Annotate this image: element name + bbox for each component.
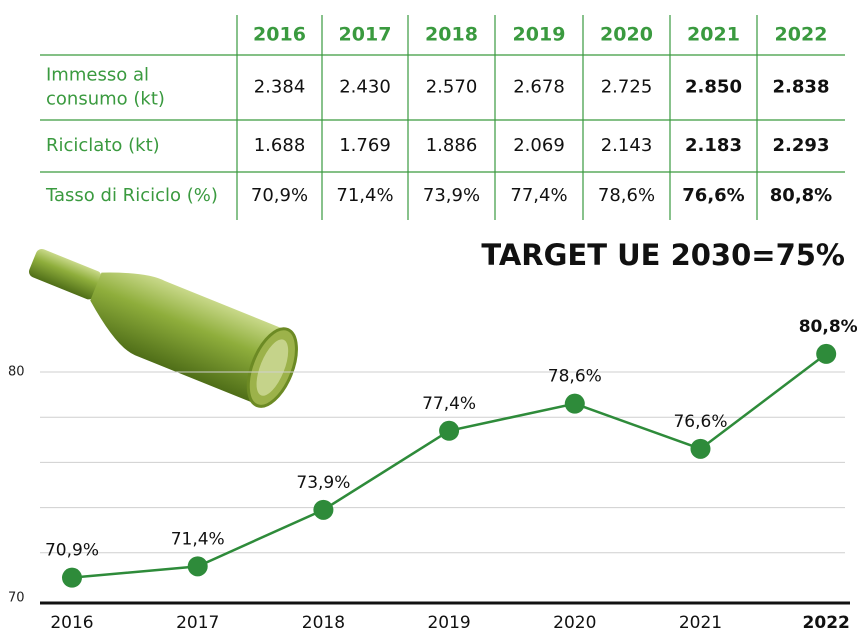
cell: 2.570 <box>426 77 478 98</box>
column-header: 2016 <box>253 24 306 46</box>
cell: 1.769 <box>339 135 391 156</box>
cell: 2.678 <box>513 77 565 98</box>
cell: 2.725 <box>601 77 653 98</box>
point <box>439 420 460 441</box>
cell: 2.384 <box>254 77 306 98</box>
data-label: 71,4% <box>171 529 225 549</box>
x-tick-label: 2017 <box>176 613 219 633</box>
cell: 2.850 <box>685 77 742 98</box>
cell: 70,9% <box>251 185 308 206</box>
cell: 2.143 <box>601 135 653 156</box>
cell: 1.688 <box>254 135 306 156</box>
column-header: 2017 <box>339 24 392 46</box>
cell: 76,6% <box>682 185 744 206</box>
x-tick-label: 2020 <box>553 613 596 633</box>
cell: 2.838 <box>773 77 830 98</box>
y-tick-label: 70 <box>8 591 25 606</box>
x-tick-label: 2021 <box>679 613 722 633</box>
data-label: 76,6% <box>673 412 727 432</box>
cell: 2.069 <box>513 135 565 156</box>
cell: 73,9% <box>423 185 480 206</box>
column-header: 2019 <box>513 24 566 46</box>
point <box>564 393 585 414</box>
row-label: Immesso al <box>46 65 149 86</box>
x-tick-label: 2019 <box>427 613 470 633</box>
point <box>187 556 208 577</box>
column-header: 2022 <box>775 24 828 46</box>
column-header: 2018 <box>425 24 478 46</box>
data-label: 80,8% <box>799 317 857 337</box>
data-label: 77,4% <box>422 394 476 414</box>
chart-title: TARGET UE 2030=75% <box>481 238 845 272</box>
x-tick-label: 2016 <box>50 613 93 633</box>
y-tick-label: 80 <box>8 365 25 380</box>
x-tick-label: 2022 <box>803 613 850 633</box>
cell: 80,8% <box>770 185 832 206</box>
point <box>62 567 82 588</box>
cell: 71,4% <box>336 185 393 206</box>
data-label: 78,6% <box>548 367 602 387</box>
point <box>313 499 334 520</box>
data-label: 73,9% <box>296 473 350 493</box>
cell: 77,4% <box>510 185 567 206</box>
cell: 2.183 <box>685 135 742 156</box>
row-label: Riciclato (kt) <box>46 135 160 156</box>
cell: 1.886 <box>426 135 478 156</box>
bottle <box>29 248 298 408</box>
point <box>690 438 711 459</box>
point <box>816 343 837 364</box>
row-label: Tasso di Riciclo (%) <box>45 185 218 206</box>
cell: 2.430 <box>339 77 391 98</box>
row-label: consumo (kt) <box>46 89 165 110</box>
x-tick-label: 2018 <box>302 613 345 633</box>
column-header: 2021 <box>687 24 740 46</box>
column-header: 2020 <box>600 24 653 46</box>
cell: 78,6% <box>598 185 655 206</box>
data-label: 70,9% <box>45 541 99 561</box>
cell: 2.293 <box>773 135 830 156</box>
